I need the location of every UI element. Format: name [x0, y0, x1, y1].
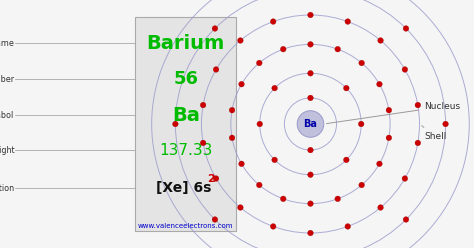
Ellipse shape: [402, 176, 408, 181]
Text: Symbol: Symbol: [0, 111, 14, 120]
Ellipse shape: [213, 176, 219, 181]
Ellipse shape: [308, 201, 313, 207]
Ellipse shape: [403, 217, 409, 222]
Text: Ba: Ba: [172, 106, 200, 125]
Ellipse shape: [256, 182, 262, 188]
Ellipse shape: [297, 111, 324, 137]
Ellipse shape: [308, 172, 313, 178]
Ellipse shape: [443, 121, 448, 127]
Ellipse shape: [415, 140, 421, 146]
Ellipse shape: [239, 81, 245, 87]
Ellipse shape: [335, 196, 340, 202]
Text: [Xe] 6s: [Xe] 6s: [156, 182, 211, 195]
Ellipse shape: [345, 19, 351, 24]
Ellipse shape: [229, 135, 235, 141]
Ellipse shape: [256, 60, 262, 66]
Ellipse shape: [212, 217, 218, 222]
Ellipse shape: [386, 107, 392, 113]
FancyBboxPatch shape: [135, 17, 236, 231]
Ellipse shape: [358, 121, 364, 127]
Ellipse shape: [403, 26, 409, 31]
Text: 2: 2: [207, 174, 215, 184]
Ellipse shape: [272, 85, 277, 91]
Ellipse shape: [378, 205, 383, 210]
Ellipse shape: [402, 67, 408, 72]
Ellipse shape: [200, 140, 206, 146]
Ellipse shape: [308, 147, 313, 153]
Ellipse shape: [257, 121, 263, 127]
Ellipse shape: [344, 157, 349, 163]
Text: Barium: Barium: [146, 34, 225, 53]
Ellipse shape: [237, 205, 243, 210]
Ellipse shape: [359, 182, 365, 188]
Ellipse shape: [270, 19, 276, 24]
Ellipse shape: [281, 46, 286, 52]
Ellipse shape: [213, 67, 219, 72]
Ellipse shape: [378, 38, 383, 43]
Ellipse shape: [344, 85, 349, 91]
Text: Ba: Ba: [303, 119, 318, 129]
Ellipse shape: [173, 121, 178, 127]
Text: www.valenceelectrons.com: www.valenceelectrons.com: [138, 223, 234, 229]
Ellipse shape: [335, 46, 340, 52]
Ellipse shape: [272, 157, 277, 163]
Ellipse shape: [308, 12, 313, 18]
Ellipse shape: [415, 102, 421, 108]
Text: Electron configuration: Electron configuration: [0, 184, 14, 193]
Text: Name: Name: [0, 39, 14, 48]
Text: Shell: Shell: [422, 126, 447, 141]
Text: 137.33: 137.33: [159, 143, 212, 157]
Ellipse shape: [386, 135, 392, 141]
Ellipse shape: [270, 224, 276, 229]
Ellipse shape: [281, 196, 286, 202]
Text: Nucleus: Nucleus: [327, 102, 460, 124]
Ellipse shape: [212, 26, 218, 31]
Ellipse shape: [308, 41, 313, 47]
Text: Atomic Weight: Atomic Weight: [0, 146, 14, 155]
Ellipse shape: [237, 38, 243, 43]
Ellipse shape: [200, 102, 206, 108]
Ellipse shape: [345, 224, 351, 229]
Ellipse shape: [376, 81, 382, 87]
Ellipse shape: [308, 70, 313, 76]
Ellipse shape: [359, 60, 365, 66]
Ellipse shape: [239, 161, 245, 167]
Text: 56: 56: [173, 70, 198, 88]
Ellipse shape: [376, 161, 382, 167]
Text: Atomic Number: Atomic Number: [0, 75, 14, 84]
Ellipse shape: [308, 230, 313, 236]
Ellipse shape: [308, 95, 313, 101]
Ellipse shape: [229, 107, 235, 113]
